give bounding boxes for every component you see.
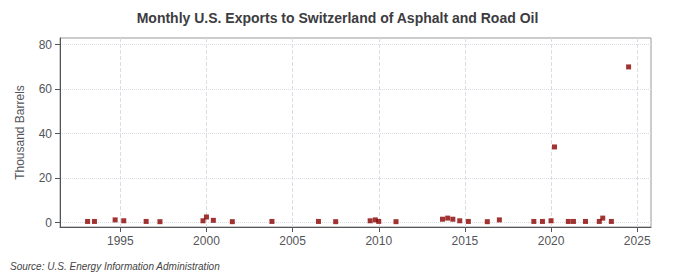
svg-text:0: 0 bbox=[45, 216, 52, 230]
svg-text:60: 60 bbox=[39, 82, 53, 96]
svg-text:2020: 2020 bbox=[538, 234, 565, 248]
svg-text:Thousand Barrels: Thousand Barrels bbox=[13, 85, 27, 180]
svg-text:40: 40 bbox=[39, 127, 53, 141]
svg-text:2000: 2000 bbox=[193, 234, 220, 248]
svg-text:2010: 2010 bbox=[365, 234, 392, 248]
svg-text:2025: 2025 bbox=[624, 234, 651, 248]
svg-text:1995: 1995 bbox=[107, 234, 134, 248]
svg-text:80: 80 bbox=[39, 38, 53, 52]
svg-text:20: 20 bbox=[39, 171, 53, 185]
svg-text:2015: 2015 bbox=[452, 234, 479, 248]
svg-text:Monthly U.S. Exports to Switze: Monthly U.S. Exports to Switzerland of A… bbox=[137, 10, 539, 26]
svg-text:2005: 2005 bbox=[279, 234, 306, 248]
svg-text:Source: U.S. Energy Informatio: Source: U.S. Energy Information Administ… bbox=[10, 261, 220, 272]
